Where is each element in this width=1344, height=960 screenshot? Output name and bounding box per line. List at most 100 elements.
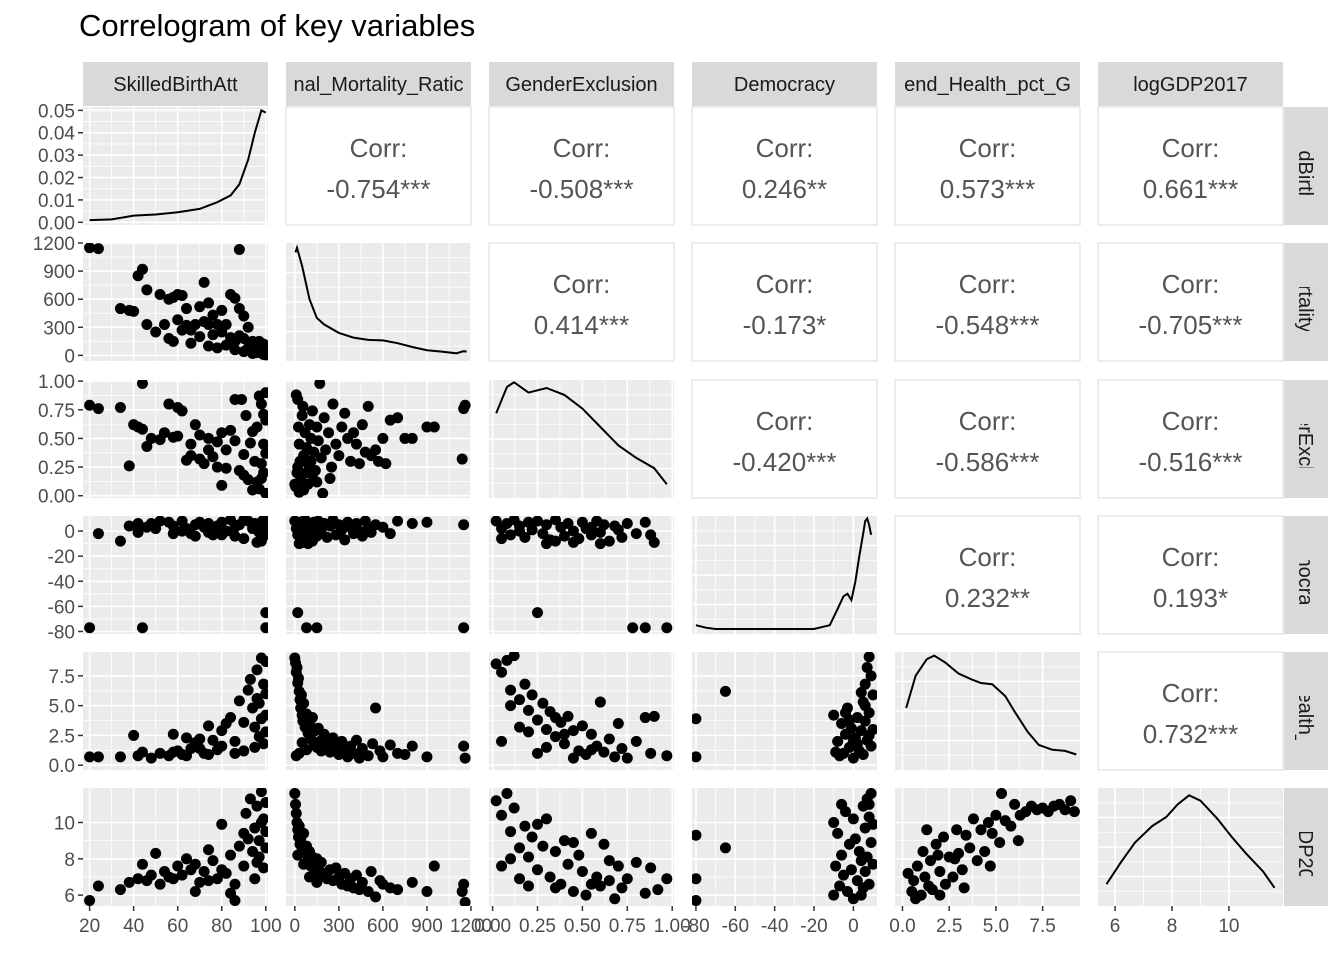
scatter-point [531,607,543,619]
scatter-point [289,788,301,799]
x-tick-label: 2.5 [936,916,962,937]
scatter-point [330,862,342,874]
scatter-point [531,516,543,527]
corr-label: Corr: [756,406,814,436]
scatter-point [853,846,865,858]
panel-content [1098,788,1283,906]
scatter-point [350,438,362,450]
scatter-point [225,424,237,436]
scatter-point [621,518,633,530]
scatter-point [362,400,374,412]
scatter-point [917,846,929,858]
scatter-point [320,444,332,456]
scatter-point [306,712,318,724]
strip-background [489,62,674,106]
scatter-point [136,746,148,758]
scatter-point [505,826,517,838]
scatter-point [189,885,201,897]
panel-content [692,652,877,770]
scatter-point [145,432,157,444]
scatter-point [562,710,574,722]
scatter-point [526,831,538,843]
scatter-point [244,793,256,805]
scatter-point [549,712,561,724]
panel-content [692,516,877,634]
scatter-point [585,878,597,890]
scatter-point [251,664,263,676]
corr-label: Corr: [350,133,408,163]
panel-content [895,788,1080,906]
scatter-point [141,318,153,330]
scatter-point [540,519,552,531]
scatter-point [260,607,268,619]
scatter-point [181,732,193,744]
scatter-point [255,535,267,547]
scatter-point [132,518,144,530]
scatter-point [203,720,215,732]
scatter-point [298,827,310,839]
scatter-point [549,882,561,894]
scatter-point [255,788,267,798]
panel-5-4 [895,788,1080,906]
scatter-point [845,864,857,876]
scatter-point [203,844,215,856]
scatter-point [203,297,215,309]
scatter-point [867,858,877,870]
scatter-point [242,321,254,333]
y-tick-label: 0.05 [38,101,75,122]
scatter-point [203,340,215,352]
scatter-point [167,528,179,540]
scatter-point [229,521,241,533]
corr-label: Corr: [959,406,1017,436]
y-tick-label: 1200 [33,234,75,255]
panel-2-2 [489,380,674,498]
scatter-point [176,405,188,417]
scatter-point [189,419,201,431]
scatter-point [692,829,702,841]
scatter-point [353,458,365,470]
x-tick-label: 0.00 [474,916,511,937]
scatter-point [238,310,250,322]
scatter-point [621,873,633,885]
scatter-point [302,538,314,550]
scatter-point [603,535,615,547]
scatter-point [828,889,840,901]
scatter-point [567,752,579,764]
scatter-point [327,398,339,410]
scatter-point [229,747,241,759]
scatter-point [132,270,144,282]
scatter-point [508,802,520,814]
scatter-point [311,876,323,888]
strip-background [1284,788,1328,906]
panel-1-0 [83,243,268,361]
scatter-point [260,348,268,360]
correlation-panel-frame [691,379,878,499]
scatter-point [167,335,179,347]
panel-4-0 [83,652,268,770]
scatter-point [830,860,842,872]
scatter-point [194,301,206,313]
scatter-point [692,713,702,725]
scatter-point [514,694,526,706]
scatter-point [136,423,148,435]
scatter-point [260,656,268,668]
scatter-point [249,873,261,885]
scatter-point [128,305,140,317]
scatter-point [292,461,304,473]
x-tick-label: 300 [323,916,355,937]
y-tick-label: 0.04 [38,124,75,145]
scatter-point [392,884,404,896]
scatter-point [919,871,931,883]
scatter-point [333,450,345,462]
density-curve [905,654,1077,756]
scatter-point [229,435,241,447]
scatter-point [930,838,942,850]
scatter-point [92,751,104,763]
x-tick-label: 80 [211,916,232,937]
scatter-point [585,529,597,541]
panel-content [83,380,268,498]
scatter-point [838,869,850,881]
scatter-point [238,346,250,358]
scatter-point [238,516,250,526]
scatter-point [314,380,326,389]
